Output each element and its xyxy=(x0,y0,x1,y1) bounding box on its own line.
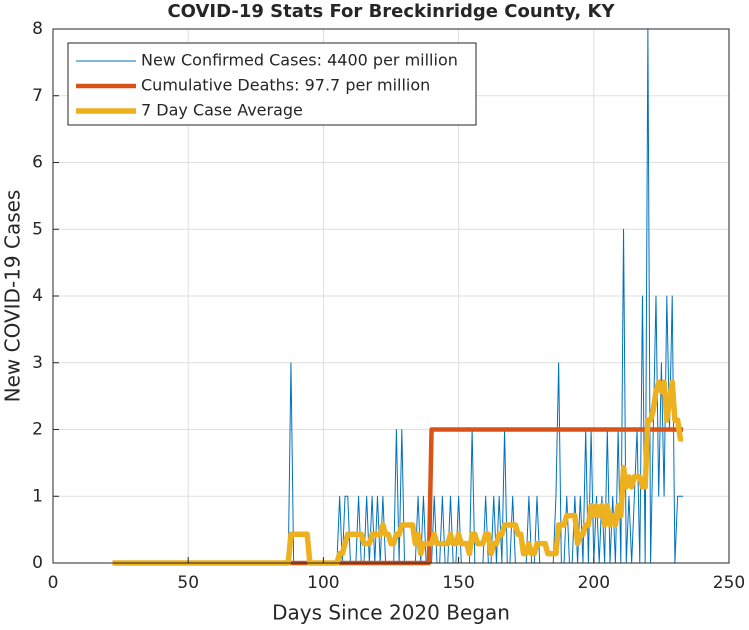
y-tick-label: 2 xyxy=(32,420,43,440)
chart-title: COVID-19 Stats For Breckinridge County, … xyxy=(167,1,615,22)
y-tick-label: 0 xyxy=(32,553,43,573)
x-tick-label: 250 xyxy=(713,573,745,593)
y-tick-label: 8 xyxy=(32,19,43,39)
legend-label: Cumulative Deaths: 97.7 per million xyxy=(141,76,430,95)
y-tick-label: 1 xyxy=(32,486,43,506)
y-tick-label: 4 xyxy=(32,286,43,306)
ticks: 0 50 100 150 200 250 0 1 2 3 4 5 6 7 8 xyxy=(32,19,745,593)
legend-label: 7 Day Case Average xyxy=(141,101,303,120)
y-tick-label: 3 xyxy=(32,353,43,373)
y-axis-label: New COVID-19 Cases xyxy=(1,190,25,403)
x-tick-label: 150 xyxy=(442,573,474,593)
x-tick-label: 0 xyxy=(48,573,59,593)
x-tick-label: 50 xyxy=(177,573,199,593)
x-tick-label: 200 xyxy=(578,573,610,593)
x-axis-label: Days Since 2020 Began xyxy=(272,601,510,625)
y-tick-label: 6 xyxy=(32,153,43,173)
legend-label: New Confirmed Cases: 4400 per million xyxy=(141,51,458,70)
y-tick-label: 5 xyxy=(32,219,43,239)
legend: New Confirmed Cases: 4400 per million Cum… xyxy=(67,42,477,126)
x-tick-label: 100 xyxy=(307,573,339,593)
y-tick-label: 7 xyxy=(32,86,43,106)
